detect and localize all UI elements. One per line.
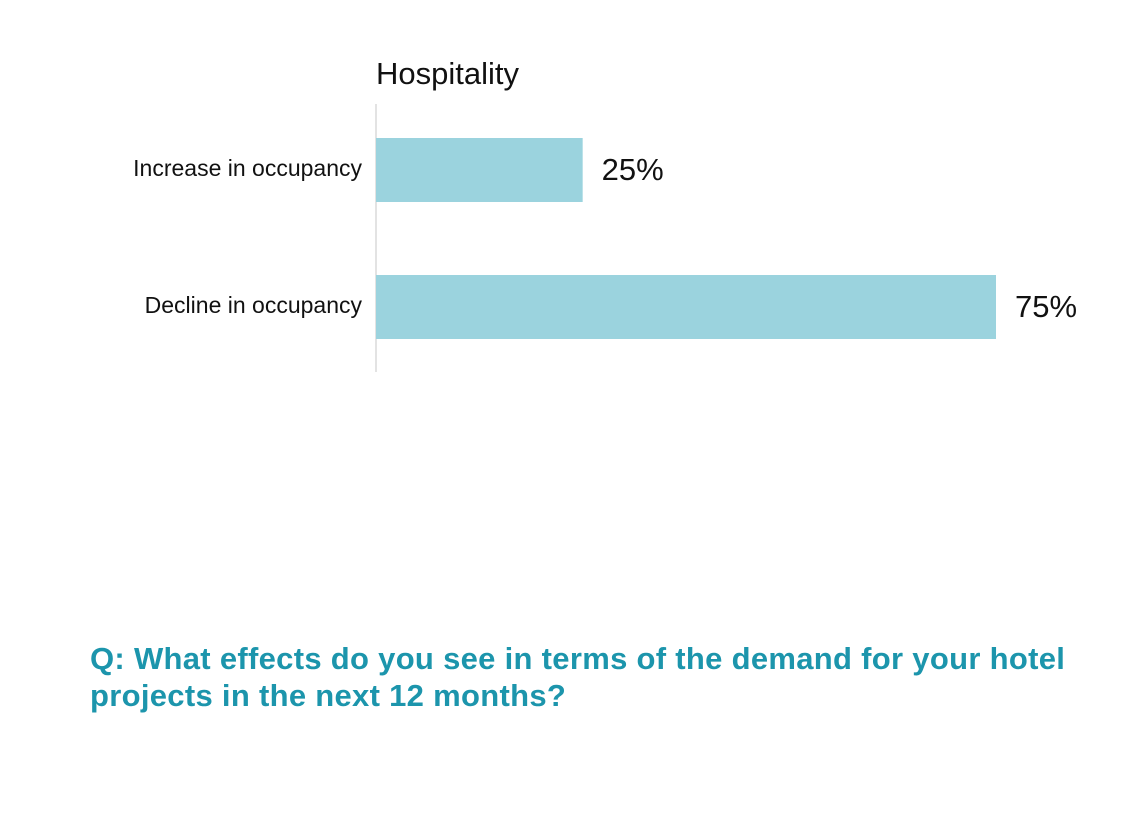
value-label-1: 75% [1015,289,1077,324]
survey-question: Q: What effects do you see in terms of t… [90,641,1066,713]
chart-title: Hospitality [376,56,519,91]
bar-1 [376,275,996,339]
value-label-0: 25% [602,152,664,187]
category-label-1: Decline in occupancy [145,292,363,318]
category-label-0: Increase in occupancy [133,155,362,181]
bars-group: Increase in occupancy 25% Decline in occup… [133,138,1077,339]
bar-0 [376,138,583,202]
